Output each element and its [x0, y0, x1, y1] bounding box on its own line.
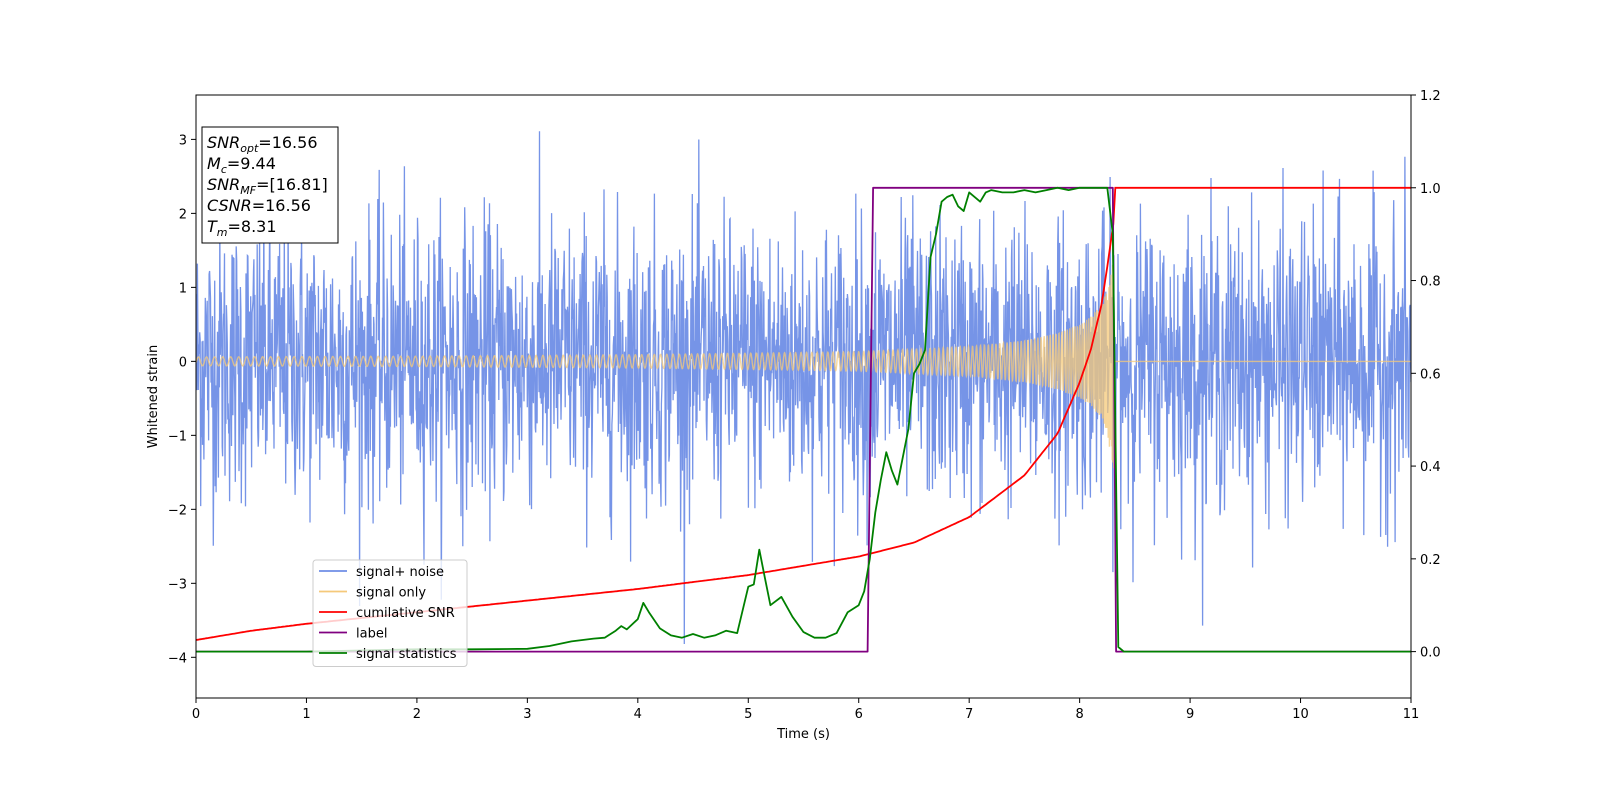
y-right-tick-label: 0.6 [1420, 367, 1441, 382]
info-line: SNRMF=[16.81] [207, 175, 328, 197]
info-line: Tm=8.31 [207, 217, 277, 239]
series-signal-statistics-line [196, 186, 1411, 653]
x-tick-label: 5 [744, 707, 752, 722]
x-tick-label: 4 [634, 707, 642, 722]
y-left-tick-label: −3 [168, 577, 187, 592]
x-tick-label: 2 [413, 707, 421, 722]
legend-label: cumilative SNR [356, 606, 455, 621]
y-left-tick-label: 3 [179, 133, 187, 148]
x-tick-label: 1 [302, 707, 310, 722]
x-tick-label: 8 [1075, 707, 1083, 722]
y-axis-label: Whitened strain [146, 345, 161, 448]
x-tick-label: 10 [1292, 707, 1309, 722]
x-tick-label: 11 [1403, 707, 1420, 722]
legend-label: signal+ noise [356, 565, 444, 580]
info-box-frame [201, 126, 339, 244]
series-signal-noise-line [196, 131, 1411, 645]
y-left-tick-label: −2 [168, 503, 187, 518]
y-left-tick-label: 1 [179, 281, 187, 296]
legend-box [312, 559, 468, 667]
y-right-tick-label: 1.0 [1420, 182, 1441, 197]
x-tick-label: 9 [1186, 707, 1194, 722]
y-left-tick-label: −1 [168, 429, 187, 444]
plot-frame [195, 94, 1412, 699]
series-signal-only-line [196, 264, 1411, 469]
x-tick-label: 0 [192, 707, 200, 722]
y-right-tick-label: 0.8 [1420, 275, 1441, 290]
y-right-tick-label: 0.2 [1420, 553, 1441, 568]
legend-label: signal only [356, 586, 426, 601]
info-line: Mc=9.44 [207, 154, 276, 176]
y-left-tick-label: 2 [179, 207, 187, 222]
y-right-tick-label: 0.4 [1420, 460, 1441, 475]
x-tick-label: 3 [523, 707, 531, 722]
y-right-tick-label: 0.0 [1420, 646, 1441, 661]
legend-label: signal statistics [356, 647, 457, 662]
legend: signal+ noise signal only cumilative SNR la… [312, 559, 468, 667]
y-left-tick-label: 0 [179, 355, 187, 370]
info-box: SNRopt=16.56Mc=9.44SNRMF=[16.81]CSNR=16.… [201, 126, 339, 244]
info-line: CSNR=16.56 [207, 196, 311, 215]
x-axis-label: Time (s) [776, 727, 830, 742]
info-line: SNRopt=16.56 [207, 133, 318, 155]
y-right-tick-label: 1.2 [1420, 89, 1441, 104]
axes: 0 1 2 3 4 5 6 7 8 9 10 11 −4 −3 −2 −1 0 1 2 3 0.0 0.2 0.4 0.6 0.… [146, 89, 1441, 742]
legend-label: label [356, 627, 387, 642]
x-tick-label: 6 [855, 707, 863, 722]
y-left-tick-label: −4 [168, 651, 187, 666]
x-tick-label: 7 [965, 707, 973, 722]
